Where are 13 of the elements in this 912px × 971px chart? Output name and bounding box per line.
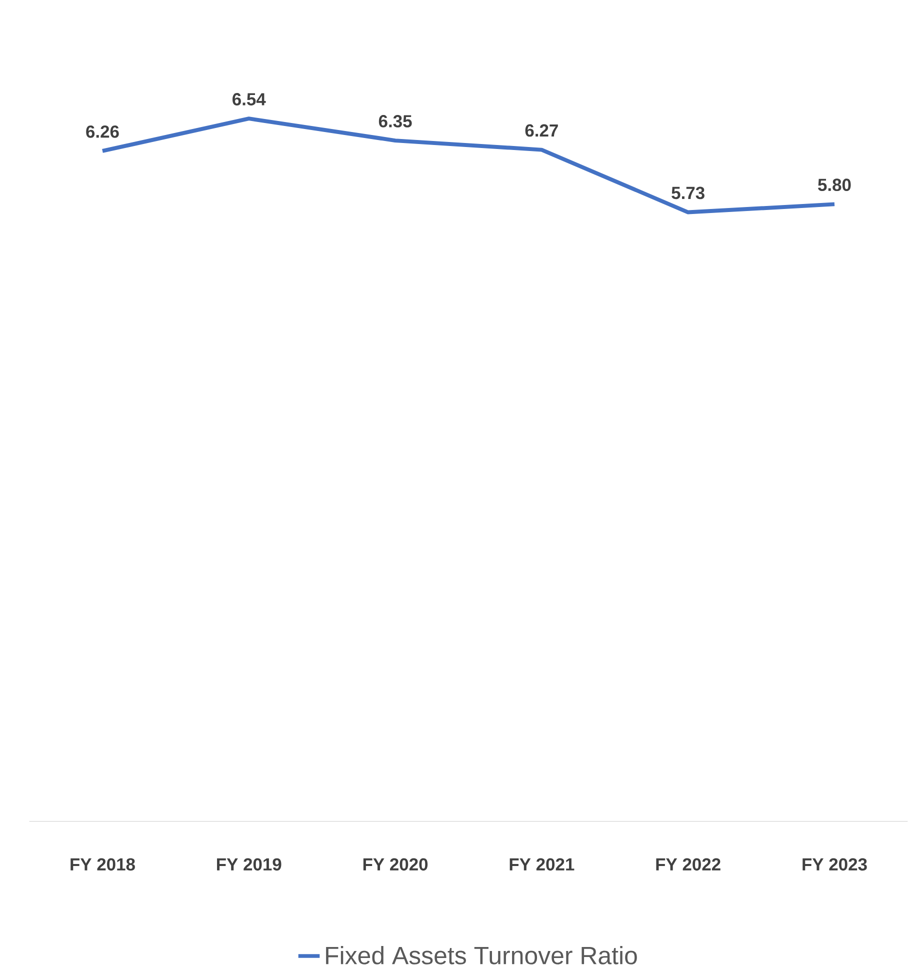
data-label: 6.35 (378, 115, 412, 128)
data-label: 5.73 (672, 186, 704, 200)
x-tick-label: FY 2018 (70, 858, 135, 871)
data-label: 5.80 (818, 178, 851, 192)
x-tick-label: FY 2022 (656, 858, 720, 871)
x-tick-label: FY 2021 (510, 858, 574, 871)
x-tick-label: FY 2023 (802, 858, 867, 871)
data-label: 6.27 (525, 124, 558, 137)
legend-label: Fixed Assets Turnover Ratio (326, 946, 637, 964)
data-label: 6.54 (232, 93, 266, 106)
x-tick-label: FY 2020 (363, 858, 428, 871)
x-tick-label: FY 2019 (216, 858, 282, 871)
data-label: 6.26 (86, 125, 119, 138)
